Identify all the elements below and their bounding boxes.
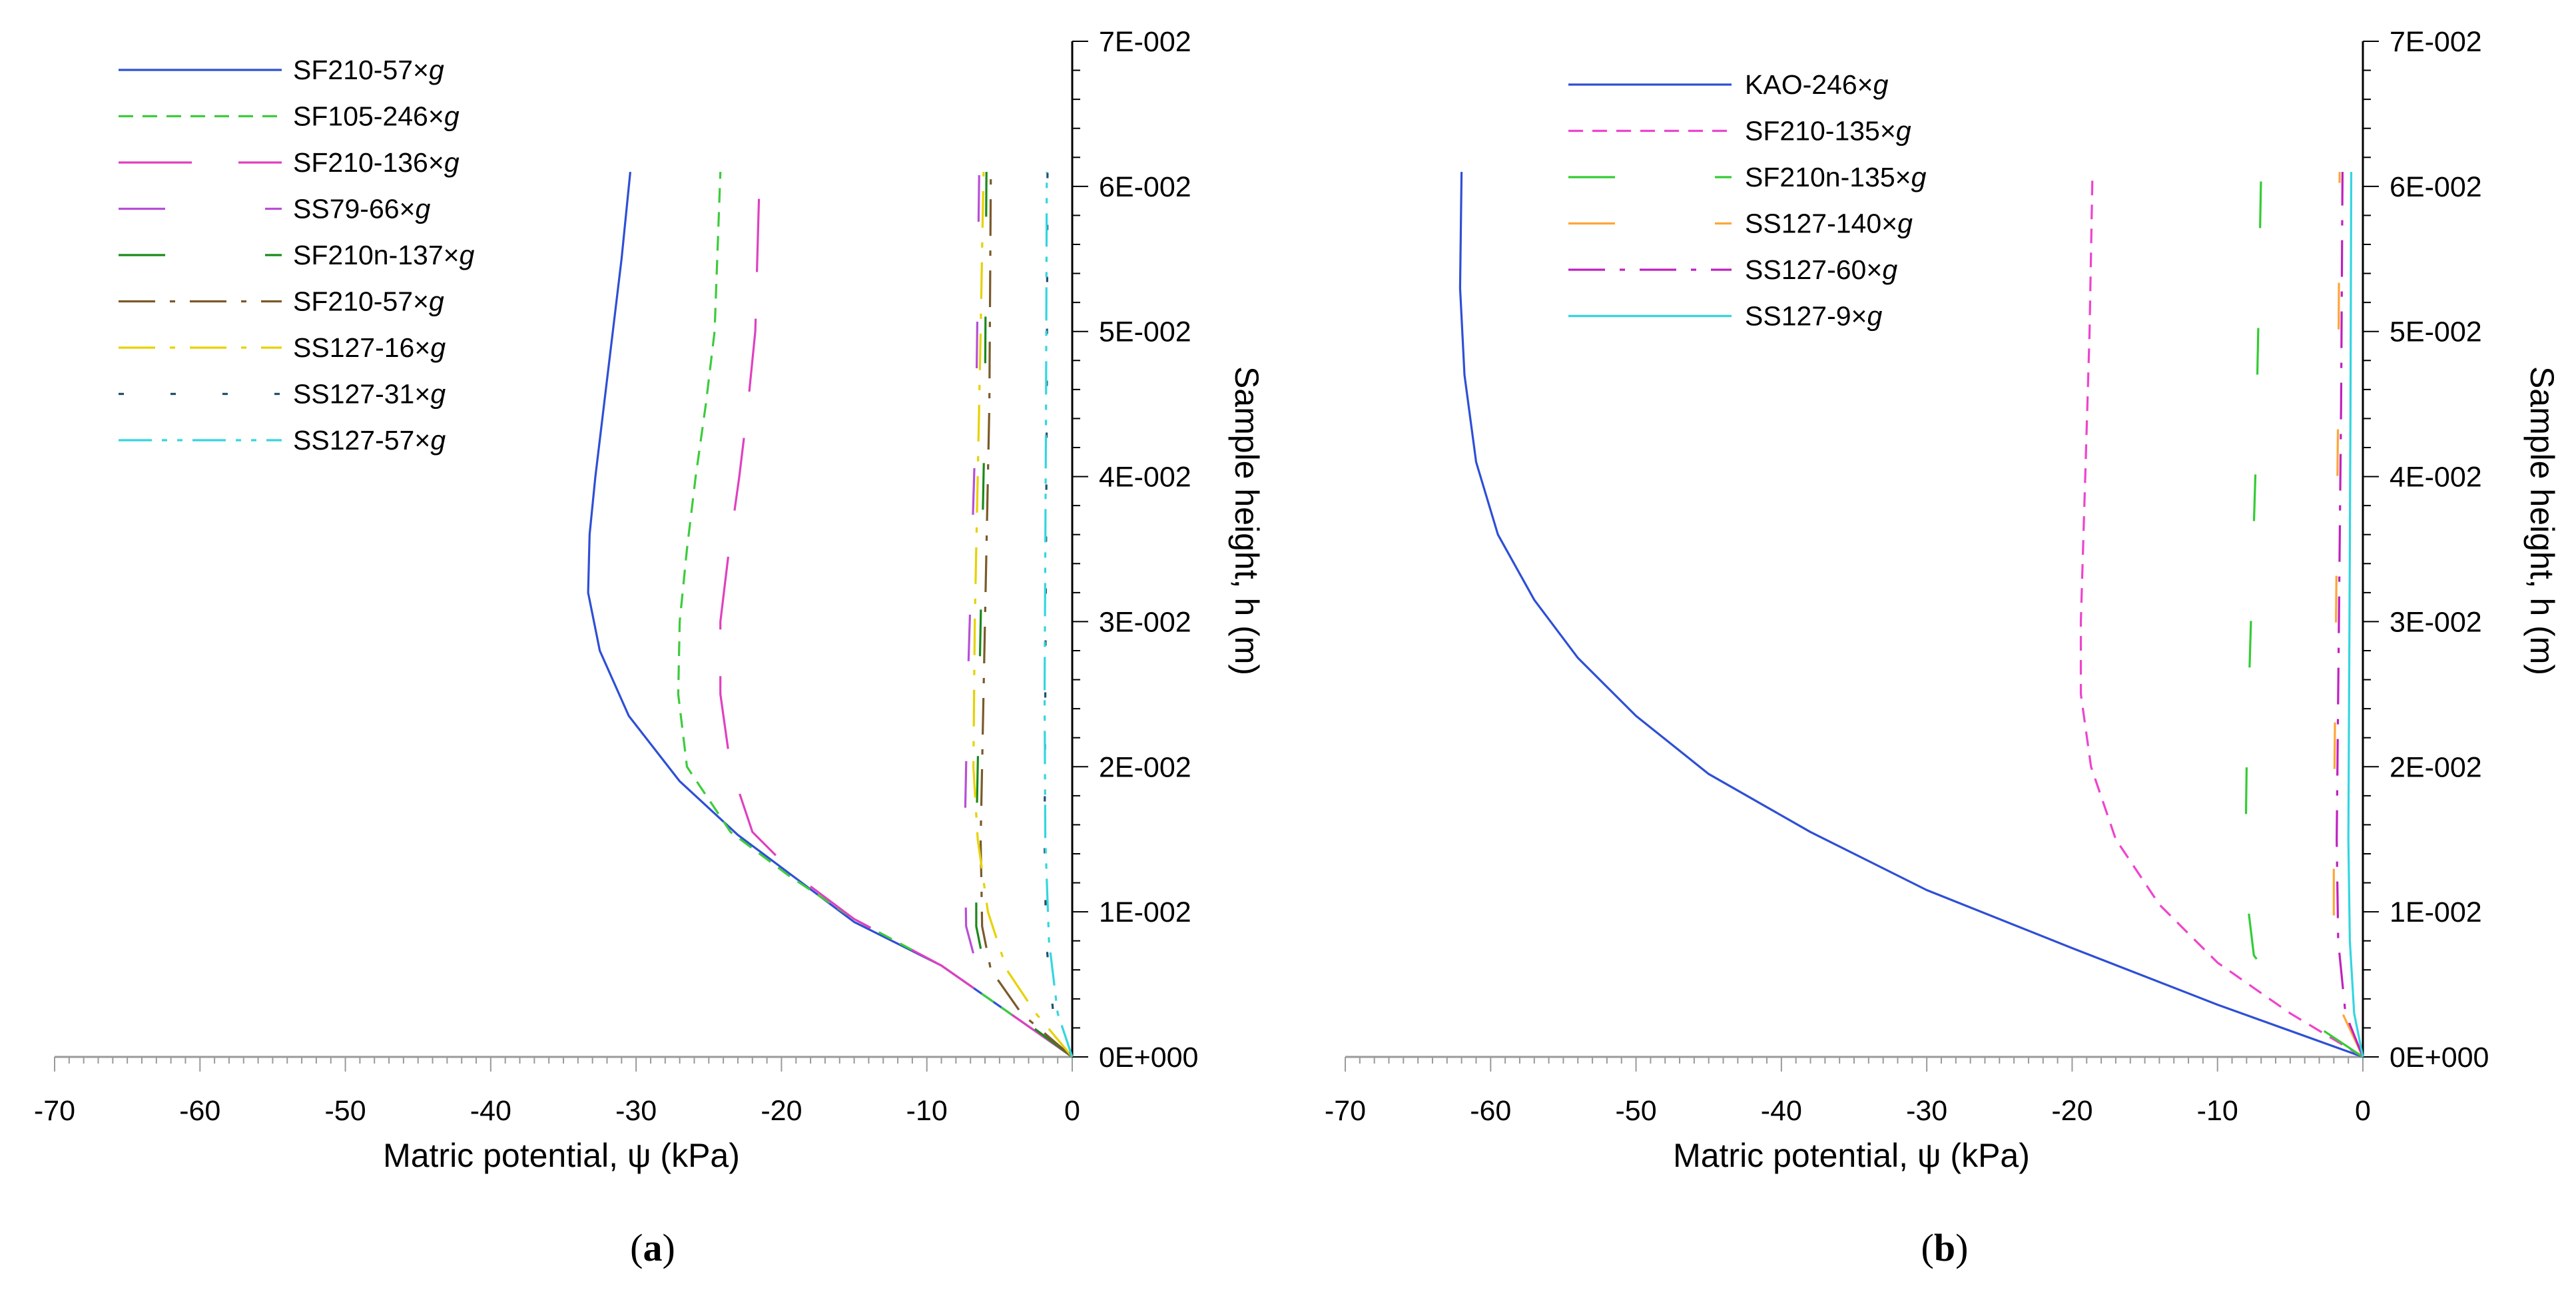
- legend-label: SS127-140×g: [1745, 208, 1913, 239]
- x-tick-label: -10: [906, 1095, 948, 1127]
- y-tick-label: 0E+000: [1099, 1042, 1198, 1074]
- legend-label: SF210-57×g: [293, 55, 444, 85]
- legend-label: SF210-136×g: [293, 147, 460, 178]
- x-tick-label: -10: [2197, 1095, 2238, 1127]
- y-tick-label: 3E-002: [2390, 606, 2482, 638]
- y-tick-label: 6E-002: [1099, 171, 1191, 203]
- series-line: [677, 172, 1073, 1058]
- x-axis-title: Matric potential, ψ (kPa): [1673, 1137, 2030, 1174]
- x-tick-label: -50: [1615, 1095, 1656, 1127]
- x-tick-label: 0: [2355, 1095, 2371, 1127]
- panel-label: (a): [630, 1226, 675, 1269]
- y-tick-label: 3E-002: [1099, 606, 1191, 638]
- x-tick-label: -30: [615, 1095, 657, 1127]
- series-line: [972, 172, 1074, 1058]
- panel-a: Matric potential, ψ (kPa) Sample height,…: [34, 26, 1265, 1269]
- y-tick-label: 4E-002: [1099, 462, 1191, 493]
- x-tick-label: -60: [179, 1095, 220, 1127]
- y-axis-title: Sample height, h (m): [1228, 366, 1265, 675]
- series-line: [587, 171, 1073, 1058]
- legend-label: SS127-16×g: [293, 332, 446, 363]
- series-line: [2244, 172, 2364, 1058]
- y-tick-label: 7E-002: [2390, 26, 2482, 58]
- series-line: [979, 172, 1074, 1058]
- panel-b: Matric potential, ψ (kPa) Sample height,…: [1325, 26, 2561, 1269]
- series-line: [1043, 172, 1074, 1058]
- y-tick-label: 2E-002: [2390, 751, 2482, 783]
- legend-label: SS79-66×g: [293, 194, 431, 224]
- legend-label: SS127-31×g: [293, 379, 446, 410]
- x-tick-label: -40: [470, 1095, 511, 1127]
- legend-label: KAO-246×g: [1745, 69, 1889, 100]
- y-tick-label: 6E-002: [2390, 171, 2482, 203]
- y-tick-label: 5E-002: [1099, 316, 1191, 348]
- x-axis-title: Matric potential, ψ (kPa): [383, 1137, 740, 1174]
- x-tick-label: -20: [761, 1095, 802, 1127]
- x-tick-label: -20: [2051, 1095, 2093, 1127]
- series-line: [1458, 172, 2364, 1058]
- y-tick-label: 5E-002: [2390, 316, 2482, 348]
- x-tick-label: -60: [1470, 1095, 1511, 1127]
- y-tick-label: 4E-002: [2390, 462, 2482, 493]
- legend-label: SF210-57×g: [293, 286, 444, 317]
- series-line: [2332, 172, 2364, 1058]
- x-tick-label: 0: [1064, 1095, 1080, 1127]
- panel-label: (b): [1921, 1226, 1969, 1269]
- y-tick-label: 0E+000: [2390, 1042, 2489, 1074]
- legend-label: SF210n-135×g: [1745, 162, 1927, 192]
- y-axis-title: Sample height, h (m): [2523, 366, 2561, 675]
- x-tick-label: -30: [1906, 1095, 1947, 1127]
- y-tick-label: 2E-002: [1099, 751, 1191, 783]
- legend-label: SS127-57×g: [293, 425, 446, 456]
- legend-label: SF210-135×g: [1745, 116, 1911, 147]
- legend-label: SF210n-137×g: [293, 240, 475, 270]
- legend-label: SF105-246×g: [293, 101, 460, 132]
- legend-label: SS127-9×g: [1745, 301, 1883, 332]
- y-tick-label: 7E-002: [1099, 26, 1191, 58]
- series-line: [2079, 172, 2364, 1058]
- x-tick-label: -40: [1761, 1095, 1802, 1127]
- x-tick-label: -50: [324, 1095, 366, 1127]
- series-line: [719, 172, 1073, 1058]
- y-tick-label: 1E-002: [2390, 896, 2482, 928]
- series-line: [2347, 172, 2364, 1058]
- y-tick-label: 1E-002: [1099, 896, 1191, 928]
- legend-label: SS127-60×g: [1745, 254, 1897, 285]
- series-line: [2336, 172, 2364, 1058]
- x-tick-label: -70: [1325, 1095, 1366, 1127]
- x-tick-label: -70: [34, 1095, 75, 1127]
